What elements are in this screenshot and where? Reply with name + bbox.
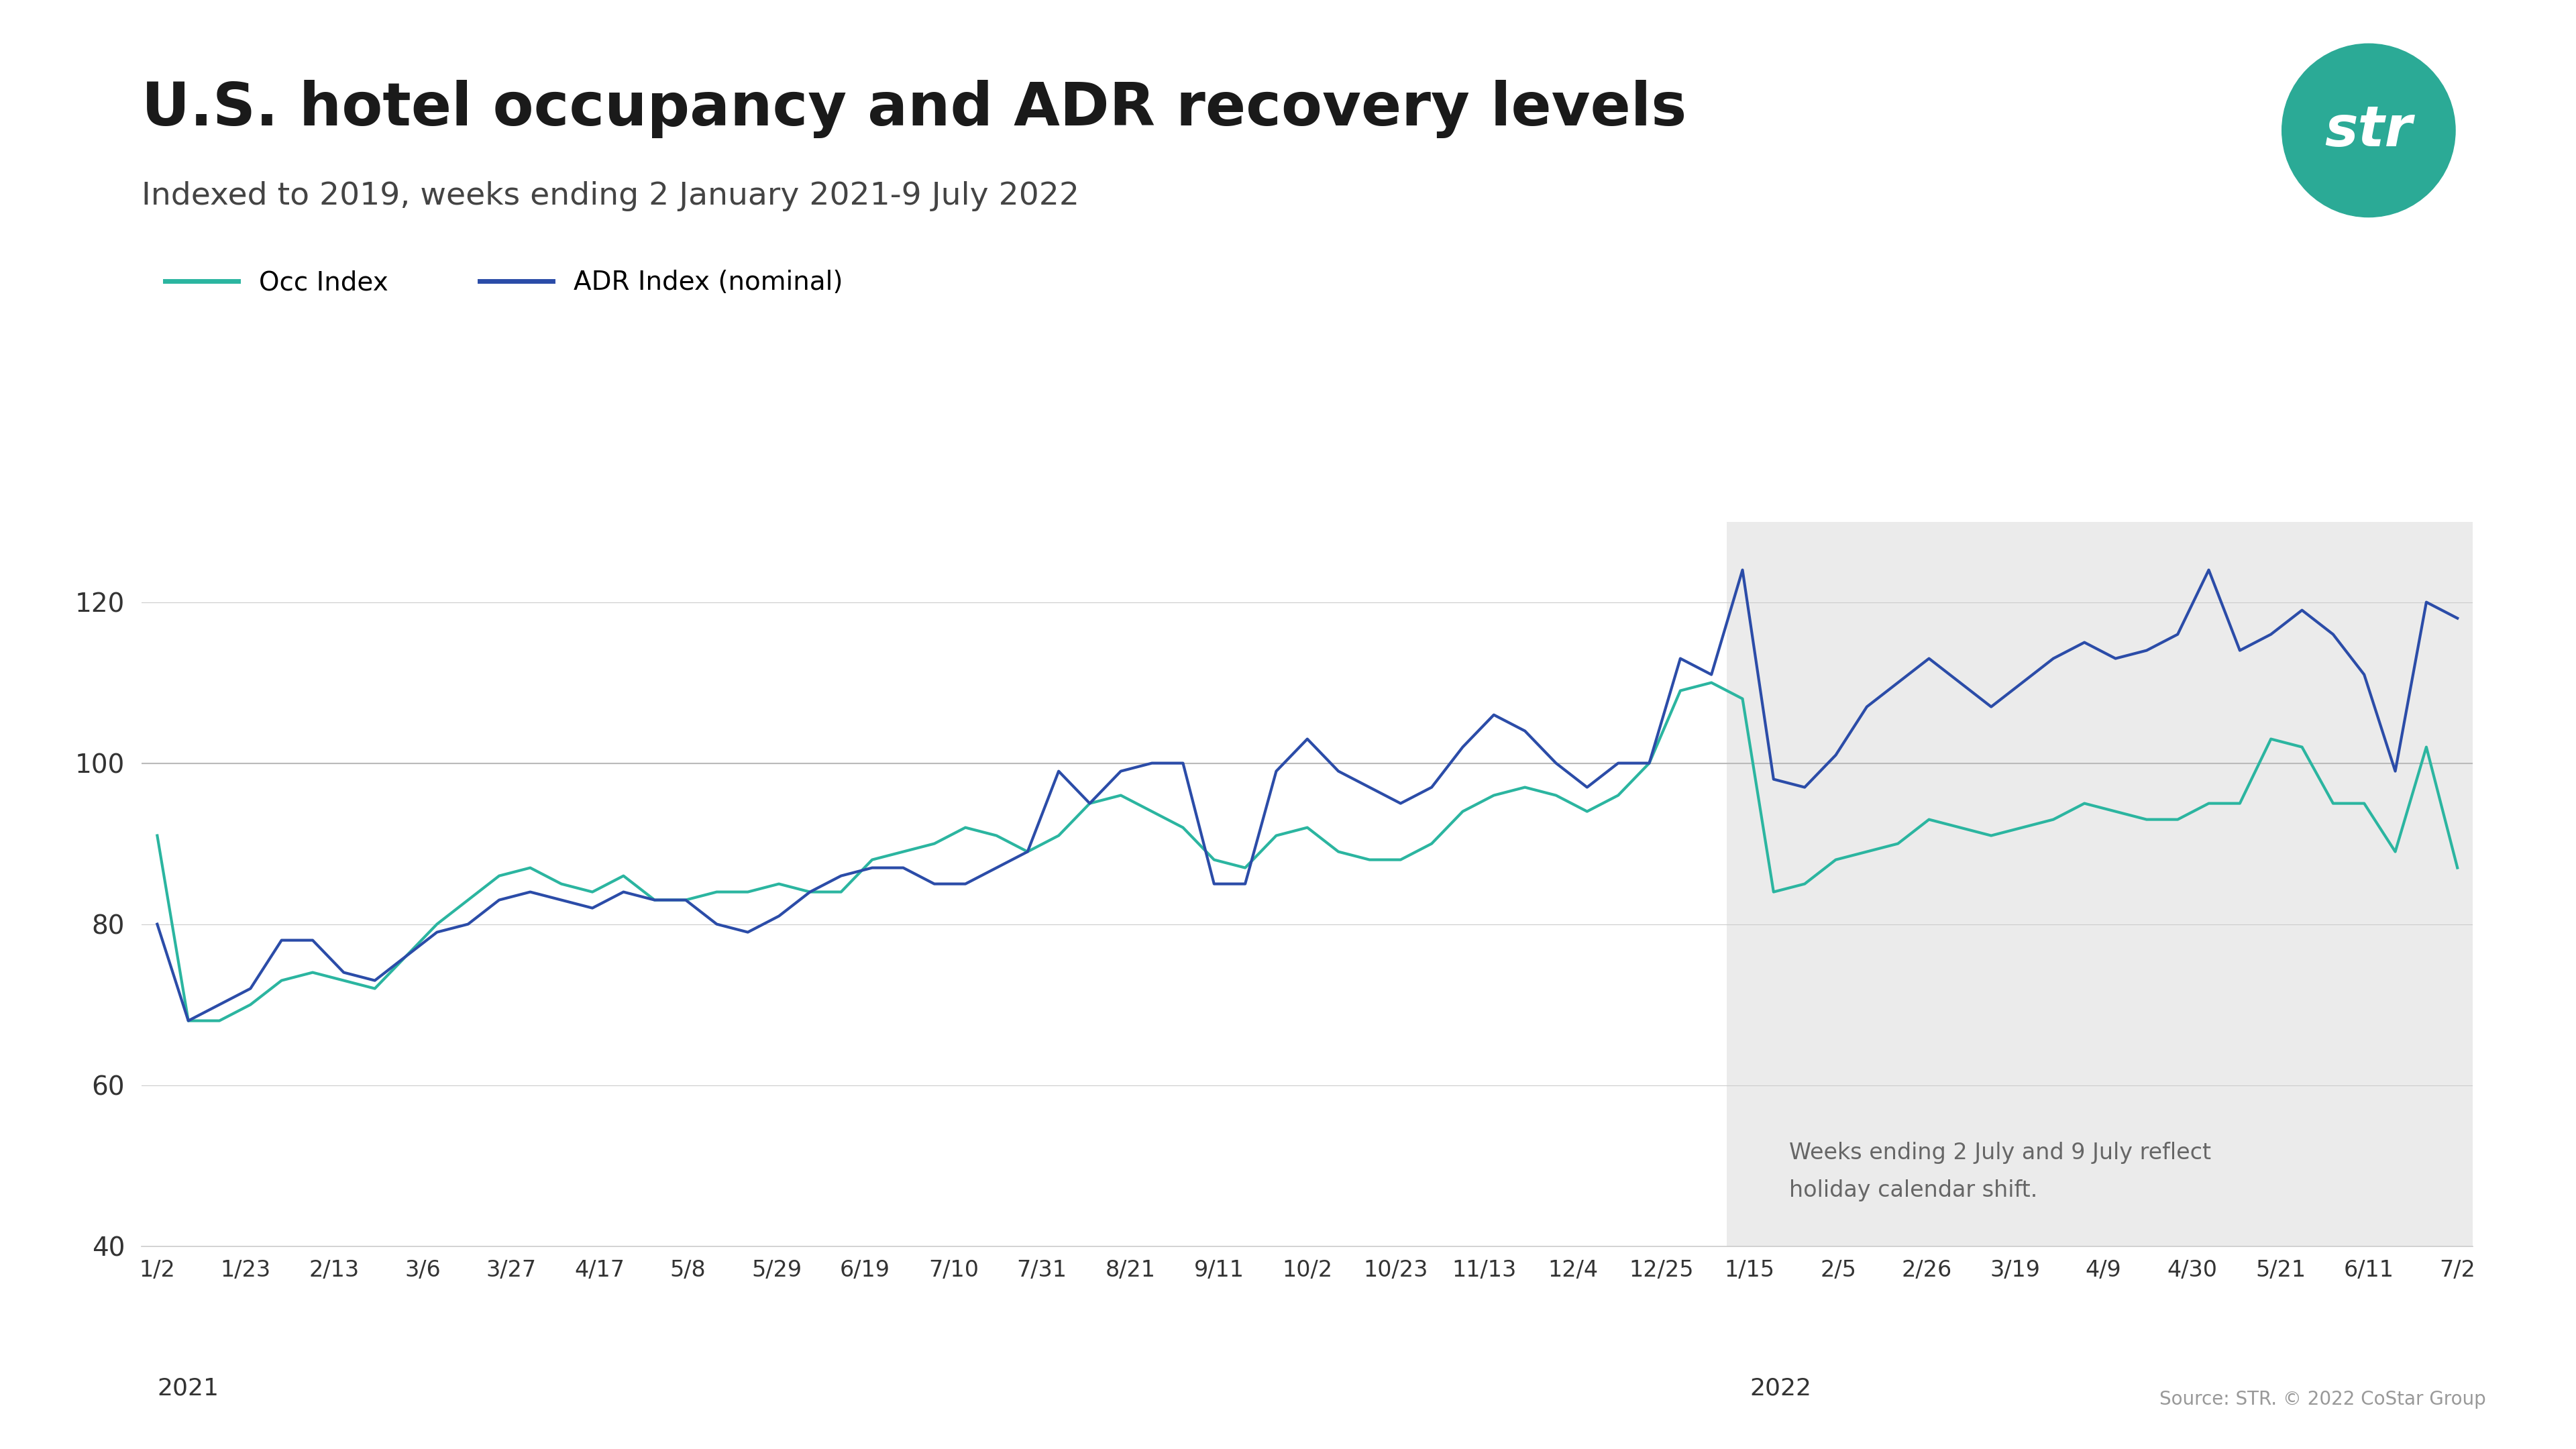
Text: Weeks ending 2 July and 9 July reflect
holiday calendar shift.: Weeks ending 2 July and 9 July reflect h…: [1790, 1142, 2210, 1201]
Bar: [1726, 522, 2473, 1246]
Text: Source: STR. © 2022 CoStar Group: Source: STR. © 2022 CoStar Group: [2159, 1390, 2486, 1408]
Text: U.S. hotel occupancy and ADR recovery levels: U.S. hotel occupancy and ADR recovery le…: [142, 80, 1687, 138]
Circle shape: [2282, 43, 2455, 217]
Text: Indexed to 2019, weeks ending 2 January 2021-9 July 2022: Indexed to 2019, weeks ending 2 January …: [142, 181, 1079, 212]
Text: 2021: 2021: [157, 1377, 219, 1400]
Text: 2022: 2022: [1749, 1377, 1811, 1400]
Text: str: str: [2324, 103, 2414, 158]
Legend: Occ Index, ADR Index (nominal): Occ Index, ADR Index (nominal): [155, 259, 853, 306]
